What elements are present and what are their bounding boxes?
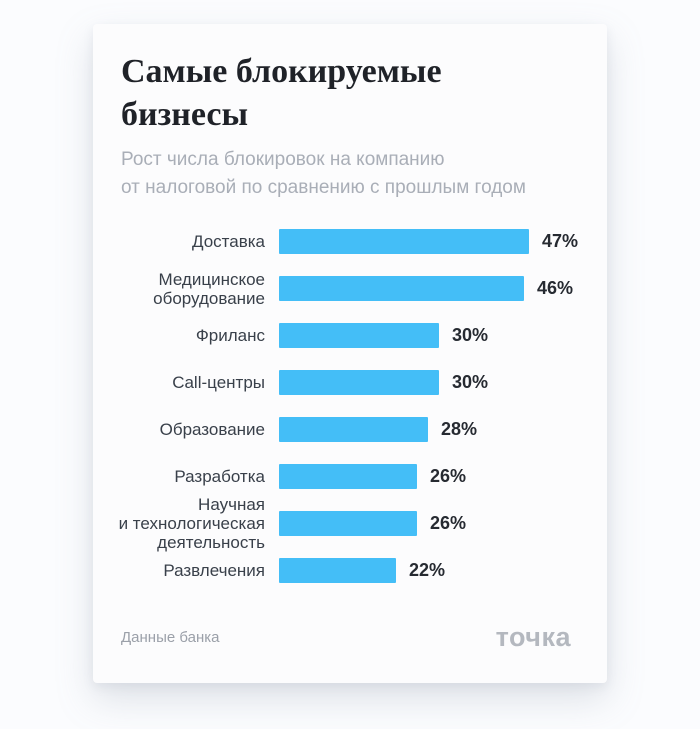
bar-row: Образование 28% [111, 406, 571, 453]
chart-subtitle: Рост числа блокировок на компанию от нало… [121, 146, 571, 202]
bar-label: Разработка [174, 467, 265, 486]
bar-value: 26% [430, 466, 467, 486]
bar-label: Доставка [191, 232, 265, 251]
bar [279, 558, 396, 583]
bar-value: 22% [409, 560, 446, 580]
chart-title-line-1: Самые блокируемые [121, 53, 442, 90]
infographic-card: Самые блокируемые бизнесы Рост числа блок… [93, 24, 607, 683]
bar-label: Развлечения [163, 561, 265, 580]
bar [279, 276, 524, 301]
bar [279, 417, 428, 442]
bar-value: 26% [430, 513, 467, 533]
bar-label: Фриланс [195, 326, 265, 345]
bar-row: Научная и технологическая деятельность 26% [111, 495, 571, 552]
bar-row: Фриланс 30% [111, 312, 571, 359]
bar-chart: Доставка 47% Медицинское оборудование 46% Фри… [111, 218, 578, 594]
chart-subtitle-line-2: от налоговой по сравнению с прошлым годо… [121, 177, 526, 198]
card-footer: Данные банка точка [121, 622, 571, 653]
bar-value: 30% [452, 325, 489, 345]
bar [279, 229, 529, 254]
bar-label: Медицинское оборудование [153, 269, 265, 308]
bar-label: Образование [159, 420, 265, 439]
chart-title: Самые блокируемые бизнесы [121, 50, 571, 136]
bar [279, 370, 439, 395]
bar-label: Научная и технологическая деятельность [118, 495, 265, 552]
bar [279, 323, 439, 348]
chart-subtitle-line-1: Рост числа блокировок на компанию [121, 149, 445, 170]
bar [279, 464, 417, 489]
bar-value: 46% [537, 278, 574, 298]
chart-title-line-2: бизнесы [121, 96, 248, 133]
bar [279, 511, 417, 536]
bar-row: Разработка 26% [111, 453, 571, 500]
bar-row: Развлечения 22% [111, 547, 571, 594]
bar-row: Медицинское оборудование 46% [111, 265, 574, 312]
data-source-label: Данные банка [121, 629, 220, 646]
bar-row: Call-центры 30% [111, 359, 571, 406]
bar-value: 47% [542, 231, 579, 251]
bar-value: 28% [441, 419, 478, 439]
bar-value: 30% [452, 372, 489, 392]
bar-row: Доставка 47% [111, 218, 578, 265]
bar-label: Call-центры [172, 373, 265, 392]
tochka-logo: точка [495, 622, 571, 652]
